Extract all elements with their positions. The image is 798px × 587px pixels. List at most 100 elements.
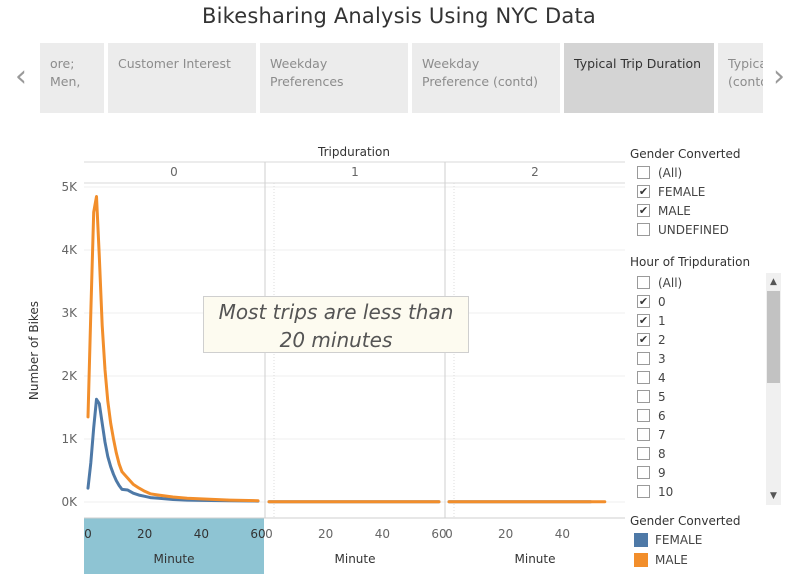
story-point-2[interactable]: Weekday Preferences: [260, 43, 408, 113]
y-tick-label: 0K: [61, 495, 78, 509]
gender-filter-item-label: (All): [658, 165, 683, 180]
gender-filter-item[interactable]: UNDEFINED: [630, 220, 790, 239]
checkbox-checked-icon[interactable]: ✔: [637, 314, 650, 327]
story-point-0[interactable]: ore; Men,: [40, 43, 104, 113]
x-tick-label: 0: [265, 527, 273, 541]
x-tick-label: 20: [137, 527, 152, 541]
checkbox-icon[interactable]: [637, 409, 650, 422]
hour-filter-item[interactable]: 9: [630, 463, 770, 482]
hour-filter-item-label: (All): [658, 275, 683, 290]
panel-header-2: 2: [531, 165, 539, 179]
x-axis-label-0: Minute: [154, 552, 195, 566]
checkbox-icon[interactable]: [637, 485, 650, 498]
hour-filter-item-label: 8: [658, 446, 666, 461]
hour-filter-item-label: 10: [658, 484, 674, 499]
gender-filter-item[interactable]: (All): [630, 163, 790, 182]
hour-filter-item-label: 4: [658, 370, 666, 385]
hour-filter-title: Hour of Tripduration: [630, 255, 751, 269]
checkbox-checked-icon[interactable]: ✔: [637, 333, 650, 346]
gender-filter-title: Gender Converted: [630, 147, 741, 161]
hour-filter-item[interactable]: 8: [630, 444, 770, 463]
hour-filter-item[interactable]: 5: [630, 387, 770, 406]
hour-filter-item-label: 7: [658, 427, 666, 442]
checkbox-icon[interactable]: [637, 371, 650, 384]
scroll-up-icon[interactable]: ▲: [770, 277, 777, 287]
hour-filter-item[interactable]: ✔ 1: [630, 311, 770, 330]
checkbox-icon[interactable]: [637, 466, 650, 479]
legend-item: MALE: [630, 550, 790, 570]
hour-filter-item-label: 3: [658, 351, 666, 366]
story-point-1[interactable]: Customer Interest: [108, 43, 256, 113]
x-tick-label: 0: [84, 527, 92, 541]
checkbox-icon[interactable]: [637, 390, 650, 403]
hour-filter-item[interactable]: 10: [630, 482, 770, 501]
x-tick-label: 20: [498, 527, 513, 541]
legend-swatch: [634, 553, 648, 567]
hour-filter-item[interactable]: 6: [630, 406, 770, 425]
chart-annotation: Most trips are less than 20 minutes: [203, 296, 469, 353]
hour-filter-item[interactable]: 3: [630, 349, 770, 368]
hour-filter-scrollbar[interactable]: ▲ ▼: [766, 273, 781, 505]
line-chart-svg: Tripduration 0 1 2 0K 1K 2K 3K 4K 5K Number of Bik…: [27, 145, 625, 574]
gender-filter-item-label: UNDEFINED: [658, 222, 729, 237]
story-point-3[interactable]: Weekday Preference (contd): [412, 43, 560, 113]
scroll-down-icon[interactable]: ▼: [770, 491, 777, 501]
checkbox-checked-icon[interactable]: ✔: [637, 185, 650, 198]
series-line-female-panel-0: [86, 397, 260, 503]
chevron-right-icon[interactable]: ›: [773, 59, 785, 94]
y-tick-label: 2K: [61, 369, 78, 383]
checkbox-icon[interactable]: [637, 352, 650, 365]
y-tick-label: 3K: [61, 306, 78, 320]
x-tick-label: 40: [555, 527, 570, 541]
checkbox-icon[interactable]: [637, 447, 650, 460]
hour-filter-item-label: 6: [658, 408, 666, 423]
gender-filter-item[interactable]: ✔ FEMALE: [630, 182, 790, 201]
chevron-left-icon[interactable]: ‹: [15, 59, 27, 94]
color-legend: Gender Converted FEMALE MALE: [630, 512, 790, 570]
hour-filter-item[interactable]: ✔ 0: [630, 292, 770, 311]
legend-swatch: [634, 533, 648, 547]
gender-filter: Gender Converted (All) ✔ FEMALE ✔ MALE UNDEFI…: [630, 145, 790, 239]
x-tick-label: 60: [250, 527, 265, 541]
story-point-5[interactable]: Typica (contd: [718, 43, 763, 113]
trip-duration-chart: Tripduration 0 1 2 0K 1K 2K 3K 4K 5K Number of Bik…: [0, 140, 625, 580]
checkbox-checked-icon[interactable]: ✔: [637, 204, 650, 217]
hour-filter-item-label: 1: [658, 313, 666, 328]
column-header: Tripduration: [317, 145, 390, 159]
checkbox-icon[interactable]: [637, 276, 650, 289]
gender-filter-item[interactable]: ✔ MALE: [630, 201, 790, 220]
y-tick-label: 1K: [61, 432, 78, 446]
x-axis-highlight: [84, 518, 264, 574]
checkbox-icon[interactable]: [637, 428, 650, 441]
hour-filter-item[interactable]: (All): [630, 273, 770, 292]
x-axis-label-2: Minute: [515, 552, 556, 566]
gender-filter-item-label: FEMALE: [658, 184, 706, 199]
hour-filter-item-label: 9: [658, 465, 666, 480]
legend-item: FEMALE: [630, 530, 790, 550]
legend-title: Gender Converted: [630, 514, 741, 528]
panel-header-1: 1: [351, 165, 359, 179]
hour-filter-item[interactable]: 4: [630, 368, 770, 387]
story-navigator: ore; Men, Customer Interest Weekday Prefer…: [40, 43, 763, 113]
checkbox-icon[interactable]: [637, 223, 650, 236]
gender-filter-item-label: MALE: [658, 203, 691, 218]
dashboard-title: Bikesharing Analysis Using NYC Data: [201, 4, 596, 28]
scroll-thumb[interactable]: [767, 291, 780, 383]
y-axis-label: Number of Bikes: [27, 301, 41, 400]
checkbox-icon[interactable]: [637, 166, 650, 179]
checkbox-checked-icon[interactable]: ✔: [637, 295, 650, 308]
x-tick-label: 0: [445, 527, 453, 541]
x-tick-label: 40: [194, 527, 209, 541]
hour-filter-item[interactable]: ✔ 2: [630, 330, 770, 349]
hour-filter-item-label: 2: [658, 332, 666, 347]
x-axis-label-1: Minute: [335, 552, 376, 566]
hour-filter-list: (All) ✔ 0 ✔ 1 ✔ 2 3 4 5 6 7 8 9 10: [630, 273, 770, 505]
x-tick-label: 40: [375, 527, 390, 541]
legend-label: MALE: [655, 553, 688, 567]
hour-filter-item[interactable]: 7: [630, 425, 770, 444]
series-line-male-panel-0: [86, 195, 260, 503]
y-tick-label: 5K: [61, 180, 78, 194]
story-point-4[interactable]: Typical Trip Duration: [564, 43, 714, 113]
x-tick-label: 60: [431, 527, 446, 541]
hour-filter-item-label: 0: [658, 294, 666, 309]
